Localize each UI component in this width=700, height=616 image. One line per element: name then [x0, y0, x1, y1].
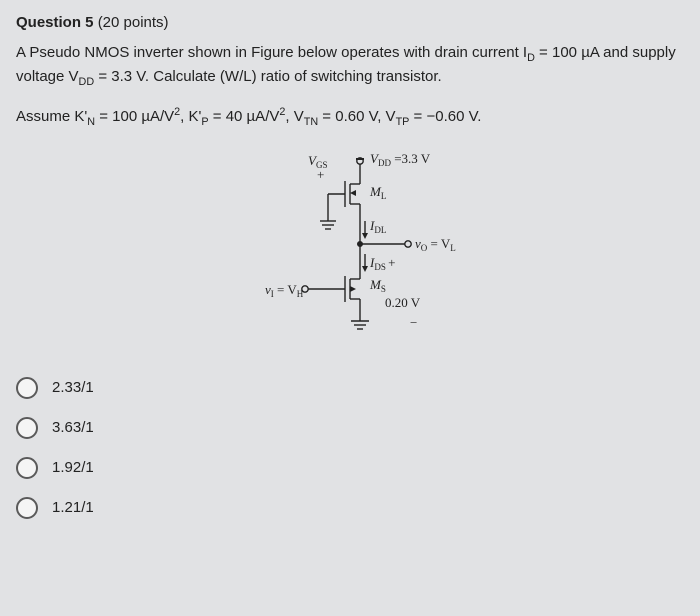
option-label: 1.92/1	[52, 457, 94, 479]
sub-tn: TN	[304, 116, 318, 128]
label-minus: −	[410, 315, 417, 330]
prompt-line-3: Assume K'N = 100 µA/V2, K'P = 40 µA/V2, …	[16, 105, 684, 131]
label-vi: vI = VH	[265, 282, 304, 299]
text-seg: Assume K'	[16, 108, 87, 125]
text-seg: =	[535, 44, 548, 61]
label-ms: MS	[369, 277, 386, 294]
option-row[interactable]: 1.92/1	[16, 457, 684, 479]
radio-icon[interactable]	[16, 417, 38, 439]
label-020v: 0.20 V	[385, 295, 421, 310]
text-seg: = 100 µA/V	[95, 108, 174, 125]
circuit-svg: VGS + VDD =3.3 V ML IDL vO = VL IDS + MS…	[210, 149, 490, 349]
label-idl: IDL	[369, 218, 386, 235]
text-seg: = 3.3 V. Calculate (W/L) ratio of switch…	[94, 68, 442, 85]
sub-n: N	[87, 116, 95, 128]
option-row[interactable]: 1.21/1	[16, 497, 684, 519]
circuit-figure: VGS + VDD =3.3 V ML IDL vO = VL IDS + MS…	[210, 149, 490, 349]
text-seg: , V	[285, 108, 303, 125]
text-seg: = −0.60 V.	[409, 108, 481, 125]
sub-dd: DD	[79, 76, 95, 88]
label-ml: ML	[369, 184, 386, 201]
sub-d: D	[527, 52, 535, 64]
text-seg: , K'	[180, 108, 201, 125]
radio-icon[interactable]	[16, 457, 38, 479]
question-container: Question 5 (20 points) A Pseudo NMOS inv…	[16, 12, 684, 519]
prompt-line-1: A Pseudo NMOS inverter shown in Figure b…	[16, 42, 684, 91]
option-label: 1.21/1	[52, 497, 94, 519]
sub-tp: TP	[396, 116, 410, 128]
option-row[interactable]: 2.33/1	[16, 377, 684, 399]
radio-icon[interactable]	[16, 377, 38, 399]
option-label: 3.63/1	[52, 417, 94, 439]
options-list: 2.33/1 3.63/1 1.92/1 1.21/1	[16, 377, 684, 519]
question-header: Question 5 (20 points)	[16, 12, 684, 34]
label-ids: IDS +	[369, 255, 395, 272]
question-title: Question 5	[16, 14, 94, 31]
text-seg: = 0.60 V, V	[318, 108, 395, 125]
label-vdd: VDD =3.3 V	[370, 151, 431, 168]
option-label: 2.33/1	[52, 377, 94, 399]
label-vo: vO = VL	[415, 236, 456, 253]
sub-p: P	[201, 116, 208, 128]
option-row[interactable]: 3.63/1	[16, 417, 684, 439]
radio-icon[interactable]	[16, 497, 38, 519]
text-seg: A Pseudo NMOS inverter shown in Figure b…	[16, 44, 527, 61]
text-seg: = 40 µA/V	[209, 108, 280, 125]
question-points: (20 points)	[98, 14, 169, 31]
label-plus: +	[317, 167, 324, 182]
